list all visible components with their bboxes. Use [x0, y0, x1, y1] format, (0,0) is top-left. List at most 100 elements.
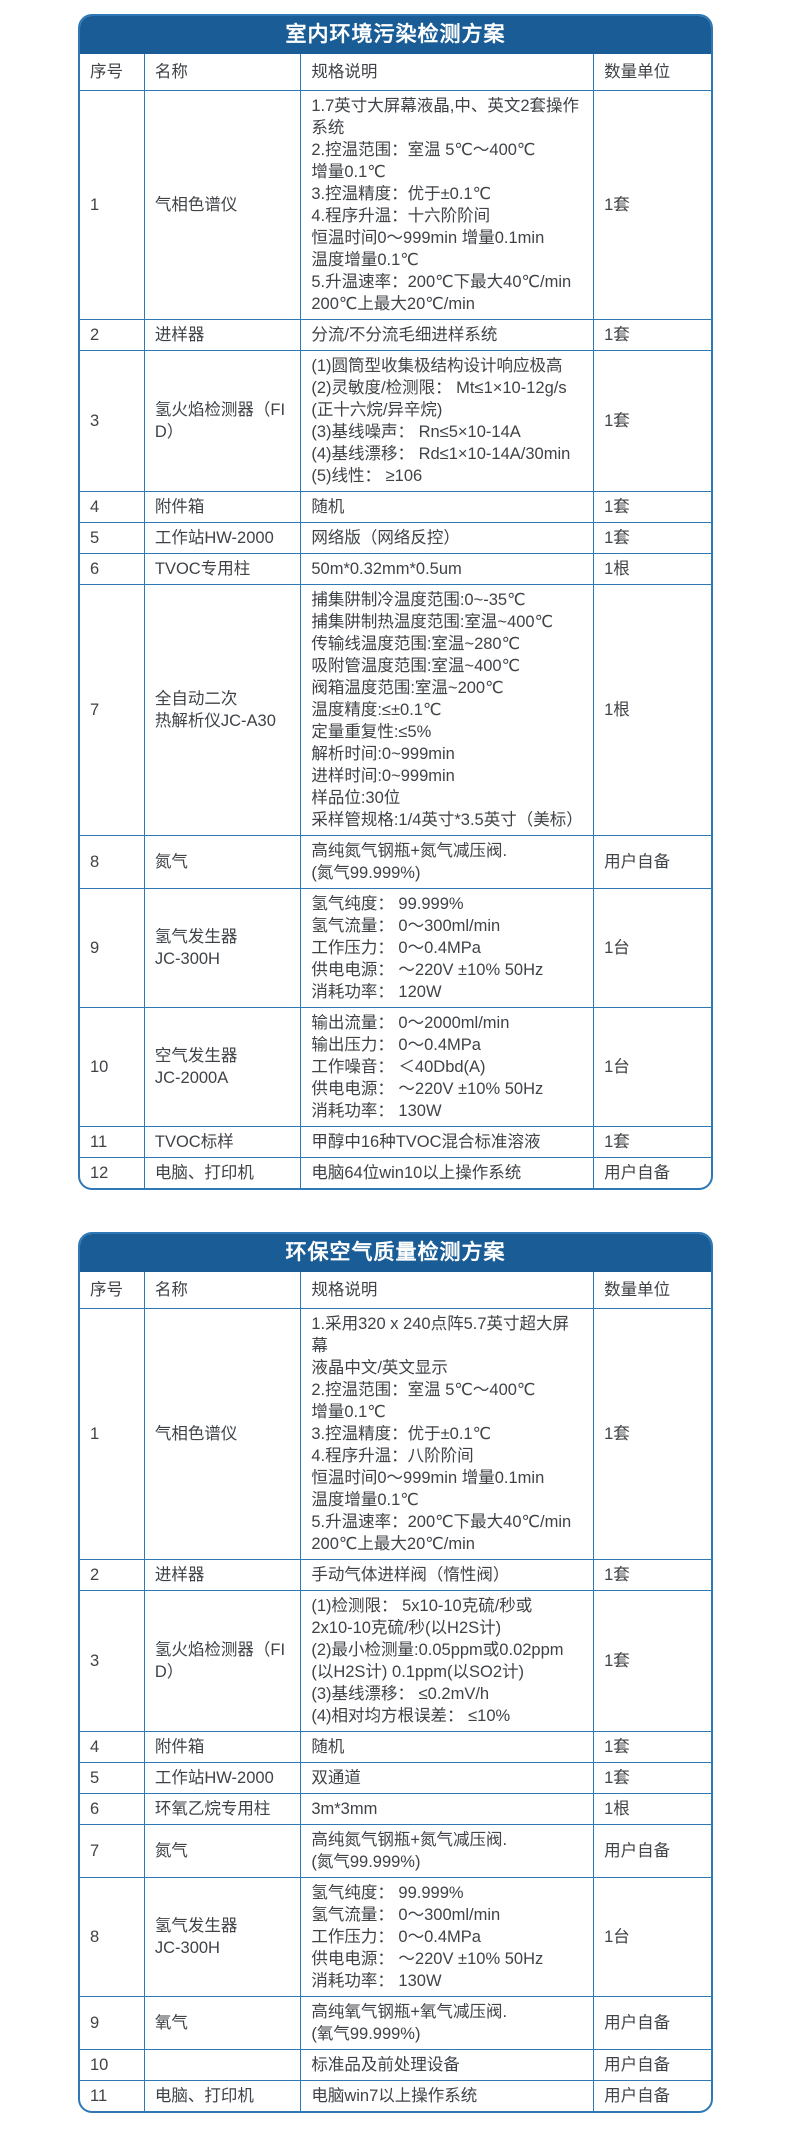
item-qty: 1套	[593, 90, 711, 320]
row-number-line: 10	[90, 2056, 109, 2074]
item-name-line: 环氧乙烷专用柱	[154, 1800, 271, 1818]
item-qty: 1套	[593, 1590, 711, 1732]
table-row: 8 氮气 高纯氮气钢瓶+氮气减压阀. (氮气99.999%) 用户自备	[80, 835, 711, 889]
row-number: 11	[80, 2080, 145, 2111]
item-spec-line: 2x10-10克硫/秒(以H2S计)	[311, 1619, 502, 1637]
item-spec-line: 输出压力： 0～0.4MPa	[311, 1036, 481, 1054]
item-spec-line: 液晶中文/英文显示	[311, 1359, 448, 1377]
item-spec: 1.7英寸大屏幕液晶,中、英文2套操作 系统 2.控温范围：室温 5℃～400℃ 增量…	[300, 90, 595, 320]
item-name: 氧气	[143, 1996, 302, 2050]
item-spec: (1)检测限： 5x10-10克硫/秒或 2x10-10克硫/秒(以H2S计) (2…	[300, 1590, 595, 1732]
item-qty-line: 1根	[604, 1800, 630, 1818]
item-spec-line: (1)检测限： 5x10-10克硫/秒或	[311, 1597, 533, 1615]
item-qty-line: 1套	[604, 326, 630, 344]
item-name	[143, 2049, 302, 2081]
column-header-line: 名称	[154, 1281, 188, 1299]
column-header: 序号	[80, 54, 145, 91]
item-qty-line: 用户自备	[604, 2014, 671, 2032]
item-name-line: 氮气	[154, 853, 188, 871]
item-spec-line: 捕集阱制冷温度范围:0~-35℃	[311, 591, 526, 609]
item-spec-line: (氮气99.999%)	[311, 864, 421, 882]
item-spec-line: 双通道	[311, 1769, 361, 1787]
item-name: 工作站HW-2000	[143, 1762, 302, 1794]
item-spec: 氢气纯度： 99.999% 氢气流量： 0～300ml/min 工作压力： 0～0.…	[300, 1877, 595, 1997]
column-header-line: 规格说明	[311, 1281, 378, 1299]
item-spec-line: 供电电源： ～220V ±10% 50Hz	[311, 1950, 544, 1968]
item-spec-line: 样品位:30位	[311, 789, 401, 807]
row-number: 4	[80, 491, 145, 523]
item-name-line: TVOC标样	[154, 1133, 234, 1151]
item-qty: 用户自备	[593, 835, 711, 889]
row-number-line: 1	[90, 196, 100, 214]
header-row: 序号 名称 规格说明 数量单位	[80, 54, 711, 91]
item-name-line: 附件箱	[154, 1738, 205, 1756]
item-name: 氢气发生器 JC-300H	[143, 888, 302, 1008]
item-name-line: 进样器	[154, 326, 205, 344]
item-spec-line: 消耗功率： 130W	[311, 1102, 442, 1120]
column-header: 序号	[80, 1272, 145, 1309]
item-name-line: 工作站HW-2000	[154, 529, 274, 547]
table-row: 3 氢火焰检测器（FID） (1)检测限： 5x10-10克硫/秒或 2x10-10克…	[80, 1590, 711, 1732]
item-spec-line: 200℃上最大20℃/min	[311, 1535, 475, 1553]
item-spec-line: 电脑64位win10以上操作系统	[311, 1164, 522, 1182]
item-spec-line: (以H2S计) 0.1ppm(以SO2计)	[311, 1663, 525, 1681]
column-header-line: 数量单位	[604, 63, 671, 81]
item-name-line: 全自动二次	[154, 690, 238, 708]
item-name-line: 工作站HW-2000	[154, 1769, 274, 1787]
table-row: 2 进样器 分流/不分流毛细进样系统 1套	[80, 319, 711, 351]
item-spec-line: 5.升温速率：200℃下最大40℃/min	[311, 273, 572, 291]
item-qty: 1台	[593, 1877, 711, 1997]
item-qty: 1台	[593, 888, 711, 1008]
item-spec-line: 4.程序升温：八阶阶间	[311, 1447, 474, 1465]
indoor-plan-title: 室内环境污染检测方案	[80, 16, 711, 54]
item-spec-line: 工作压力： 0～0.4MPa	[311, 1928, 481, 1946]
item-spec: 3m*3mm	[300, 1793, 595, 1825]
item-spec: (1)圆筒型收集极结构设计响应极高 (2)灵敏度/检测限： Mt≤1×10-12g…	[300, 350, 595, 492]
row-number: 2	[80, 1559, 145, 1591]
item-spec-line: 甲醇中16种TVOC混合标准溶液	[311, 1133, 541, 1151]
table-row: 3 氢火焰检测器（FID） (1)圆筒型收集极结构设计响应极高 (2)灵敏度/检测限：…	[80, 350, 711, 492]
air-quality-plan-title: 环保空气质量检测方案	[80, 1234, 711, 1272]
item-qty: 用户自备	[593, 1824, 711, 1878]
item-spec-line: 随机	[311, 1738, 345, 1756]
item-qty-line: 1套	[604, 1566, 630, 1584]
table-row: 2 进样器 手动气体进样阀（惰性阀） 1套	[80, 1559, 711, 1591]
item-qty-line: 1台	[604, 939, 630, 957]
item-spec-line: 恒温时间0～999min 增量0.1min	[311, 229, 545, 247]
table-row: 6 环氧乙烷专用柱 3m*3mm 1根	[80, 1793, 711, 1825]
indoor-pollution-plan: 室内环境污染检测方案 序号 名称 规格说明 数量单位 1 气相色谱仪 1.7英寸大屏幕液晶,…	[78, 14, 713, 1190]
item-name: TVOC标样	[143, 1126, 302, 1158]
item-qty: 1根	[593, 553, 711, 585]
table-row: 10 标准品及前处理设备 用户自备	[80, 2049, 711, 2081]
table-row: 11 TVOC标样 甲醇中16种TVOC混合标准溶液 1套	[80, 1126, 711, 1158]
item-spec-line: 采样管规格:1/4英寸*3.5英寸（美标）	[311, 811, 583, 829]
table-row: 7 全自动二次 热解析仪JC-A30 捕集阱制冷温度范围:0~-35℃ 捕集阱制热温度范…	[80, 584, 711, 836]
row-number: 3	[80, 350, 145, 492]
item-name-line: 氢气发生器	[154, 1917, 238, 1935]
item-spec-line: (氮气99.999%)	[311, 1853, 421, 1871]
column-header-line: 序号	[90, 63, 123, 81]
item-name: 附件箱	[143, 1731, 302, 1763]
item-qty-line: 用户自备	[604, 1164, 671, 1182]
row-number-line: 10	[90, 1058, 109, 1076]
row-number-line: 11	[90, 1133, 108, 1151]
item-qty: 1套	[593, 522, 711, 554]
item-name-line: 电脑、打印机	[154, 2087, 254, 2105]
column-header: 数量单位	[593, 54, 711, 91]
column-header: 规格说明	[300, 54, 595, 91]
item-spec-line: 输出流量： 0～2000ml/min	[311, 1014, 510, 1032]
item-name-line: 氢火焰检测器（FID）	[154, 401, 286, 441]
row-number-line: 6	[90, 560, 100, 578]
row-number: 1	[80, 90, 145, 320]
item-spec-line: (5)线性： ≥106	[311, 467, 423, 485]
item-qty: 1套	[593, 350, 711, 492]
item-qty-line: 用户自备	[604, 2087, 671, 2105]
item-spec-line: 捕集阱制热温度范围:室温~400℃	[311, 613, 554, 631]
item-spec-line: 1.采用320 x 240点阵5.7英寸超大屏幕	[311, 1315, 570, 1355]
item-name: 电脑、打印机	[143, 2080, 302, 2111]
item-qty: 1台	[593, 1007, 711, 1127]
item-name: 进样器	[143, 319, 302, 351]
item-spec-line: (1)圆筒型收集极结构设计响应极高	[311, 357, 563, 375]
item-name-line: 空气发生器	[154, 1047, 238, 1065]
item-spec-line: 电脑win7以上操作系统	[311, 2087, 478, 2105]
